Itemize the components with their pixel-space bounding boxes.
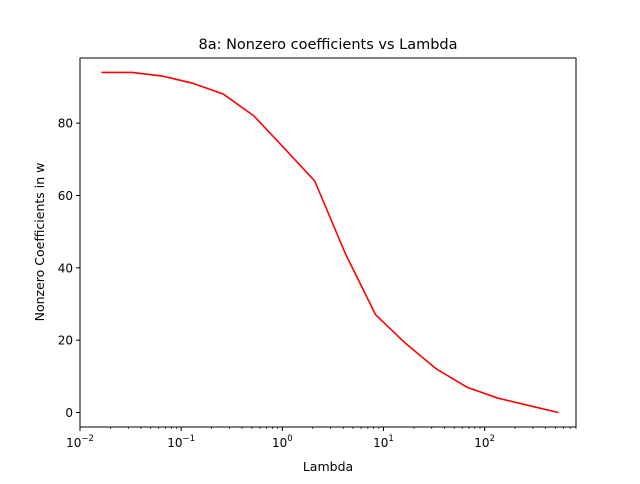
x-tick-label: 10−2 — [66, 434, 94, 450]
series-line — [101, 71, 559, 414]
y-axis-ticks: 0 20 40 60 80 — [58, 117, 80, 420]
x-axis-label: Lambda — [303, 459, 353, 474]
plot-frame — [79, 57, 577, 428]
x-tick-label-base: 10 — [272, 436, 287, 450]
y-tick-label: 0 — [65, 406, 73, 420]
x-tick-label-exponent: −2 — [81, 434, 94, 444]
y-tick-label: 80 — [58, 117, 73, 131]
x-tick-label: 10−1 — [167, 434, 195, 450]
y-axis-label: Nonzero Coefficients in w — [32, 163, 47, 322]
y-tick-label: 40 — [58, 261, 73, 275]
x-tick-label-exponent: 2 — [490, 434, 495, 444]
x-tick-label-base: 10 — [474, 436, 489, 450]
y-tick-label: 60 — [58, 189, 73, 203]
series-layer — [101, 71, 559, 414]
y-tick-label: 20 — [58, 334, 73, 348]
chart-title: 8a: Nonzero coefficients vs Lambda — [198, 37, 457, 53]
x-tick-label: 100 — [272, 434, 293, 450]
x-tick-label-base: 10 — [167, 436, 182, 450]
x-tick-label-base: 10 — [66, 436, 81, 450]
x-tick-label-base: 10 — [373, 436, 388, 450]
x-axis-ticks: 10−2 10−1 100 101 102 — [66, 427, 577, 450]
x-tick-label: 102 — [474, 434, 495, 450]
x-tick-label-exponent: −1 — [183, 434, 196, 444]
x-tick-label-exponent: 1 — [388, 434, 393, 444]
x-tick-label-exponent: 0 — [287, 434, 292, 444]
x-tick-label: 101 — [373, 434, 394, 450]
